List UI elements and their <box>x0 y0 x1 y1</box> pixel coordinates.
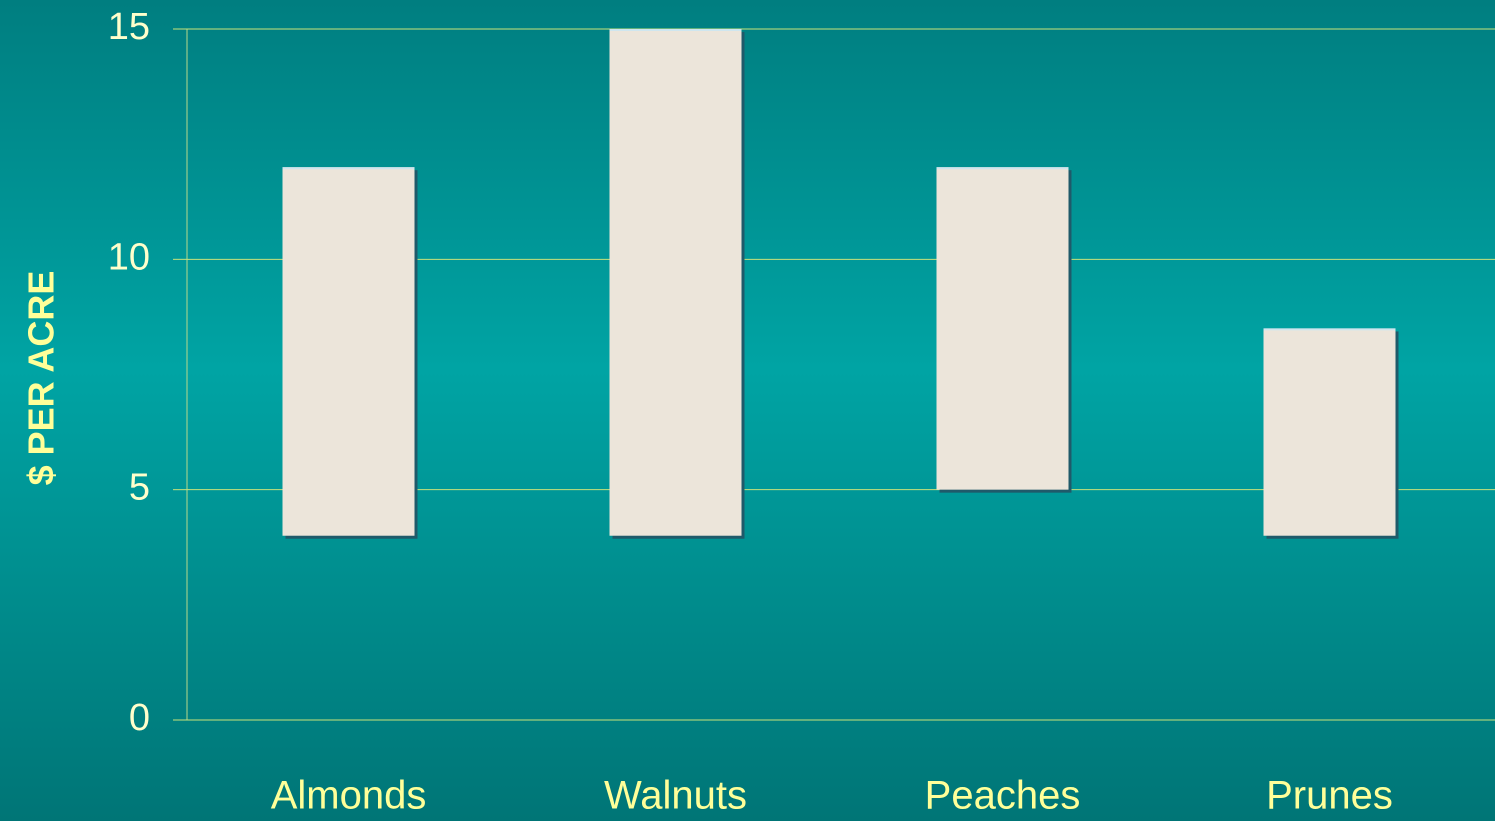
bar <box>282 167 415 536</box>
y-tick-label: 0 <box>129 697 150 739</box>
bar <box>1263 328 1396 536</box>
x-tick-label: Peaches <box>925 774 1081 818</box>
bar <box>936 167 1069 490</box>
x-tick-label: Prunes <box>1266 774 1393 818</box>
bar <box>609 29 742 536</box>
x-tick-label: Almonds <box>271 774 427 818</box>
x-tick-label: Walnuts <box>604 774 747 818</box>
y-axis-title: $ PER ACRE <box>21 271 62 486</box>
y-tick-label: 15 <box>108 6 150 48</box>
y-tick-label: 5 <box>129 467 150 509</box>
y-tick-label: 10 <box>108 236 150 278</box>
